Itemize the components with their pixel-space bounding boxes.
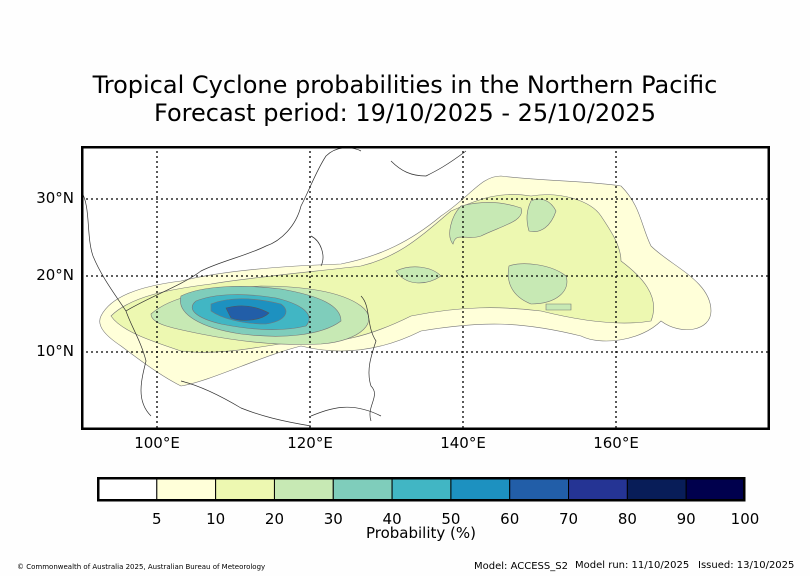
model-run-date: Model run: 11/10/2025 <box>575 560 690 571</box>
contour-20pct-b <box>449 202 522 245</box>
lon-label-120e: 120°E <box>287 434 333 452</box>
colorbar-cell <box>156 477 217 502</box>
colorbar-tick-label: 100 <box>730 510 760 528</box>
colorbar-cell <box>97 477 158 502</box>
contour-60pct <box>225 305 270 321</box>
contour-20pct-f <box>545 303 572 311</box>
lon-label-140e: 140°E <box>440 434 486 452</box>
colorbar-tick-label: 20 <box>264 510 284 528</box>
colorbar-tick-label: 80 <box>617 510 637 528</box>
colorbar-cell <box>391 477 452 502</box>
coastlines <box>81 147 467 427</box>
colorbar-tick-label: 70 <box>558 510 579 528</box>
map-title-line1: Tropical Cyclone probabilities in the No… <box>92 71 718 99</box>
issued-date: Issued: 13/10/2025 <box>698 560 795 571</box>
contour-20pct-d <box>507 263 568 305</box>
graticule <box>81 146 770 430</box>
colorbar-tick-label: 5 <box>152 510 162 528</box>
copyright-notice: © Commonwealth of Australia 2025, Austra… <box>17 563 266 571</box>
lat-label-20n: 20°N <box>36 266 74 284</box>
lat-label-10n: 10°N <box>36 342 74 360</box>
colorbar-tick-label: 60 <box>500 510 520 528</box>
colorbar-title: Probability (%) <box>365 524 477 542</box>
probability-map <box>81 146 770 430</box>
colorbar-cell <box>685 477 746 502</box>
lon-label-100e: 100°E <box>134 434 180 452</box>
colorbar-cell <box>215 477 275 502</box>
lat-label-30n: 30°N <box>36 189 74 207</box>
contour-20pct-c <box>526 198 557 232</box>
colorbar-cell <box>509 477 570 502</box>
colorbar-cell <box>568 477 628 502</box>
colorbar-cell <box>450 477 511 502</box>
colorbar-tick-label: 30 <box>323 510 343 528</box>
colorbar-tick-label: 40 <box>382 510 402 528</box>
colorbar-tick-label: 10 <box>206 510 226 528</box>
lon-label-160e: 160°E <box>593 434 639 452</box>
model-name: Model: ACCESS_S2 <box>474 561 568 572</box>
colorbar <box>97 477 746 502</box>
colorbar-cell <box>273 477 334 502</box>
colorbar-cell <box>626 477 687 502</box>
probability-contours <box>99 175 712 387</box>
colorbar-tick-label: 90 <box>676 510 696 528</box>
colorbar-tick-label: 50 <box>441 510 461 528</box>
colorbar-cell <box>332 477 393 502</box>
map-title-line2: Forecast period: 19/10/2025 - 25/10/2025 <box>154 99 656 127</box>
